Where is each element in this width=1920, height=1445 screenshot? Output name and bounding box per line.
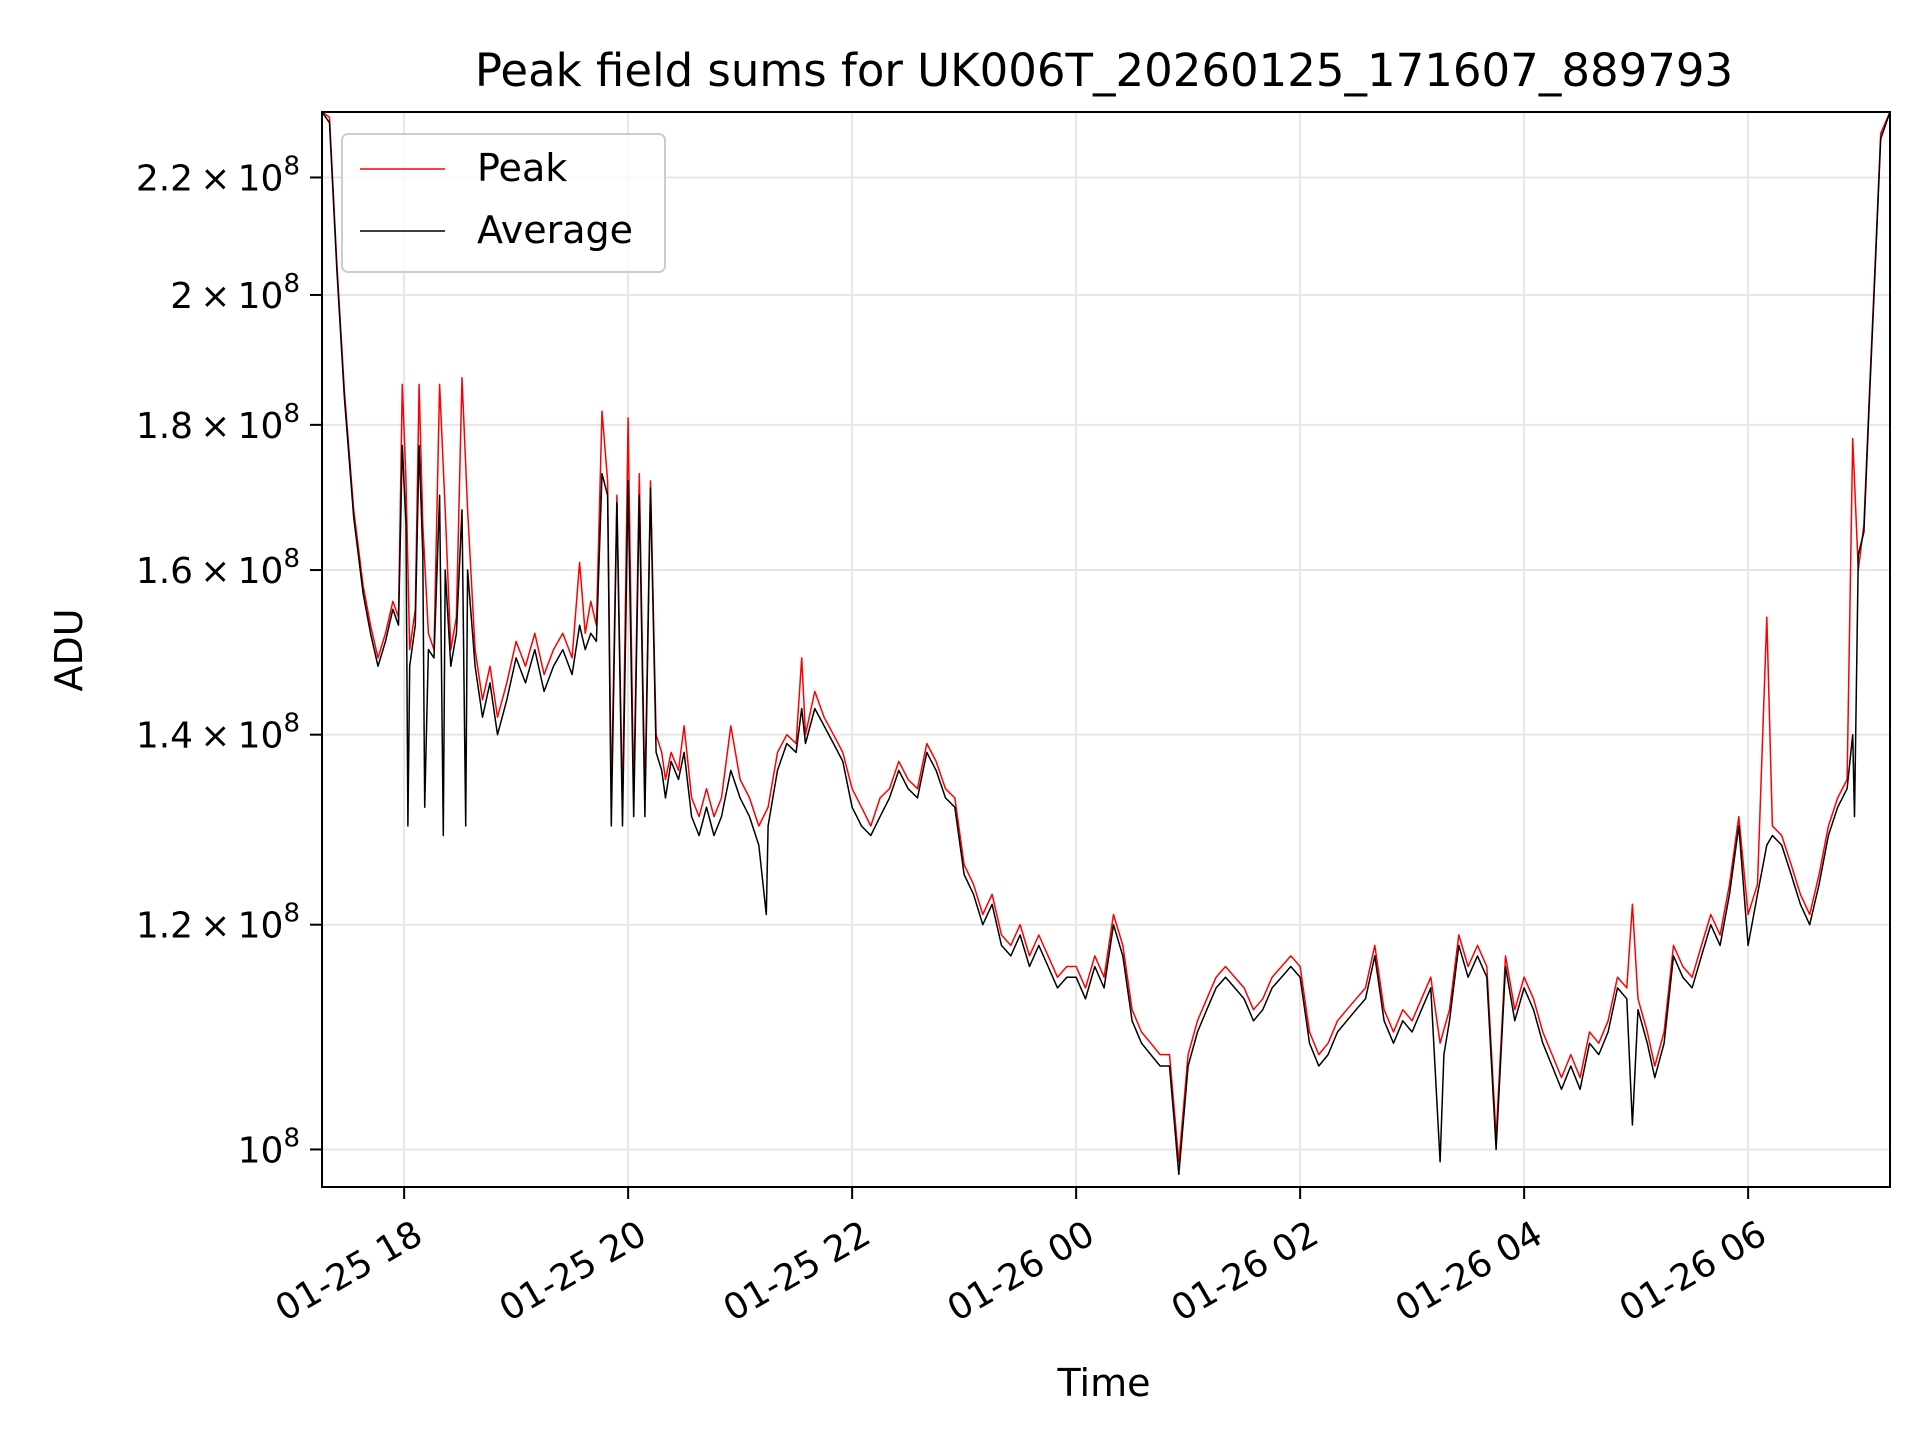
y-tick-mantissa: 1.4 [136, 716, 193, 757]
y-tick-label: 1.8 × 108 [136, 399, 300, 447]
y-tick-exponent: 8 [283, 1123, 300, 1153]
grid [322, 112, 1890, 1187]
y-tick-exponent: 8 [283, 709, 300, 739]
x-axis-label: Time [1057, 1361, 1151, 1405]
y-tick-label: 1.2 × 108 [136, 899, 300, 947]
y-tick-label: 1.6 × 108 [136, 544, 300, 592]
legend-average-label: Average [477, 208, 633, 252]
y-tick-mantissa: 2.2 [136, 158, 193, 199]
y-tick-mantissa: 1.2 [136, 906, 193, 947]
y-tick-exponent: 8 [283, 544, 300, 574]
y-tick-exponent: 8 [283, 899, 300, 929]
series-peak-line [322, 112, 1890, 1163]
legend: Peak Average [341, 133, 666, 273]
y-tick-label: 2.2 × 108 [136, 151, 300, 199]
chart-title: Peak field sums for UK006T_20260125_1716… [475, 44, 1733, 97]
y-tick-label: 108 [238, 1123, 300, 1171]
y-tick-exponent: 8 [283, 151, 300, 181]
y-tick-mantissa: 1.8 [136, 406, 193, 447]
y-tick-mantissa: 1.6 [136, 551, 193, 592]
y-axis-label: ADU [47, 608, 91, 691]
y-tick-exponent: 8 [283, 399, 300, 429]
y-axis: 108 1.2 × 108 1.4 × 108 1.6 × 108 1.8 × 108 2… [136, 151, 322, 1171]
plot-area [322, 112, 1890, 1176]
y-tick-label: 1.4 × 108 [136, 709, 300, 757]
series-average-line [322, 112, 1890, 1176]
axes-frame [321, 111, 1891, 1188]
legend-peak-label: Peak [477, 146, 567, 190]
y-tick-label: 2 × 108 [170, 269, 300, 317]
y-tick-exponent: 8 [283, 269, 300, 299]
y-tick-mantissa: 2 [170, 276, 193, 317]
